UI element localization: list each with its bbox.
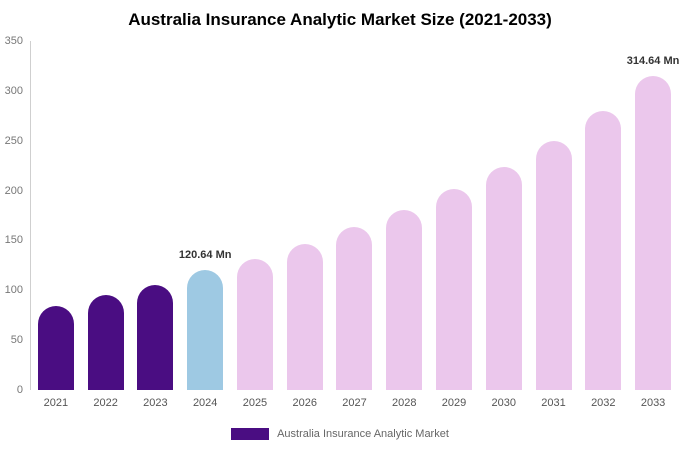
x-tick-label: 2027 (342, 397, 367, 409)
bar-2022 (87, 295, 124, 390)
bar-slot: 2032 (578, 41, 628, 409)
bar-slot: 2025 (230, 41, 280, 409)
chart-title: Australia Insurance Analytic Market Size… (128, 10, 552, 29)
bar-slot: 2028 (379, 41, 429, 409)
bar-2027 (336, 227, 373, 390)
bar-2030 (485, 166, 522, 390)
legend-swatch (231, 428, 270, 440)
y-tick-label: 350 (4, 35, 23, 47)
bar-2031 (535, 140, 572, 390)
bar-slot: 2030 (479, 41, 529, 409)
bar-value-label: 314.64 Mn (626, 55, 680, 68)
y-tick-label: 50 (10, 334, 23, 347)
plot-area: 2021 2022 2023 120.64 Mn 2024 2025 2026 2027 202… (30, 41, 680, 409)
x-tick-label: 2024 (192, 397, 218, 409)
x-tick-label: 2029 (441, 397, 467, 409)
y-tick-label: 0 (16, 384, 23, 396)
x-tick-label: 2023 (143, 397, 168, 409)
legend: Australia Insurance Analytic Market (0, 428, 680, 440)
y-tick-label: 250 (4, 134, 23, 147)
bar-value-label: 120.64 Mn (178, 248, 232, 261)
y-tick-label: 200 (4, 184, 23, 197)
x-tick-label: 2033 (640, 397, 666, 409)
x-tick-label: 2028 (392, 397, 417, 409)
bar-2028 (386, 209, 423, 390)
y-tick-label: 100 (4, 284, 23, 297)
x-tick-label: 2026 (292, 397, 317, 409)
bar-2024 (187, 269, 224, 390)
x-tick-label: 2030 (491, 397, 517, 409)
bar-slot: 314.64 Mn 2033 (626, 41, 680, 409)
bar-slot: 120.64 Mn 2024 (178, 41, 232, 409)
y-axis: 0 50 100 150 200 250 300 350 (0, 35, 26, 396)
bar-slot: 2031 (529, 41, 579, 409)
legend-label: Australia Insurance Analytic Market (277, 428, 449, 440)
bar-2026 (286, 244, 323, 390)
x-tick-label: 2021 (43, 397, 69, 409)
bar-slot: 2021 (31, 41, 81, 409)
bar-slot: 2029 (429, 41, 479, 409)
bar-2033 (635, 76, 672, 390)
bar-slot: 2026 (280, 41, 330, 409)
x-tick-label: 2031 (541, 397, 566, 409)
bar-slot: 2022 (81, 41, 131, 409)
y-tick-label: 150 (4, 234, 23, 247)
x-tick-label: 2032 (591, 397, 616, 409)
x-tick-label: 2022 (93, 397, 118, 409)
bar-slot: 2023 (131, 41, 181, 409)
bar-slot: 2027 (330, 41, 380, 409)
bar-2025 (236, 259, 273, 390)
bar-2023 (137, 285, 174, 390)
bar-2029 (436, 188, 472, 390)
bar-2032 (585, 110, 622, 390)
y-tick-label: 300 (4, 84, 23, 97)
bar-2021 (37, 306, 74, 390)
x-tick-label: 2025 (242, 397, 268, 409)
